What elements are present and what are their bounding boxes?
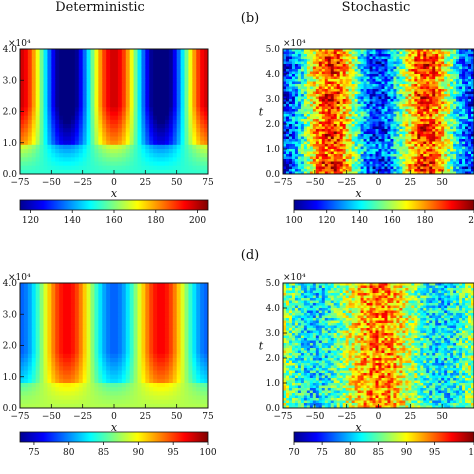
y-tick-label: 0.0 [3, 404, 18, 414]
y-tick-label: 1.0 [266, 379, 281, 389]
x-tick-label: 75 [202, 178, 214, 188]
y-tick-label: 4.0 [3, 45, 18, 55]
colorbar-tick-label: 200 [189, 216, 206, 226]
heatmap-cells [283, 49, 474, 174]
y-axis-label: t [259, 106, 264, 119]
colorbar-tick-label: 85 [373, 448, 385, 458]
y-axis-exponent: ×10⁴ [283, 273, 306, 283]
x-tick-label: −50 [42, 178, 61, 188]
heatmap-stochastic-top: −75 −50 −25 0 25 50 0.0 1.0 2.0 3.0 4.0 5.0×10⁴ x t 10… [259, 39, 474, 226]
colorbar [293, 199, 474, 211]
colorbar-tick-label: 95 [429, 448, 441, 458]
colorbar-tick-label: 70 [288, 448, 300, 458]
y-tick-label: 1.0 [266, 145, 281, 155]
y-tick-label: 5.0 [266, 279, 281, 289]
colorbar-tick-label: 95 [167, 448, 179, 458]
x-axis-label: x [111, 187, 118, 200]
y-tick-label: 0.0 [266, 404, 281, 414]
x-tick-label: 50 [436, 178, 448, 188]
colorbar-tick-label: 120 [22, 216, 39, 226]
y-axis-exponent: ×10⁴ [8, 39, 31, 49]
colorbar-tick-label: 100 [199, 448, 216, 458]
y-axis-exponent: ×10⁴ [283, 39, 306, 49]
colorbar-tick-label: 140 [351, 216, 368, 226]
colorbar-tick-label: 140 [64, 216, 81, 226]
heatmap-deterministic-bottom: −75 −50 −25 0 25 50 75 0.0 1.0 2.0 3.0 4.0×10⁴ x 75 80… [3, 273, 217, 458]
x-tick-label: −25 [73, 412, 92, 422]
x-tick-label: −25 [337, 178, 356, 188]
y-tick-label: 4.0 [3, 279, 18, 289]
y-tick-label: 3.0 [266, 329, 281, 339]
y-axis-exponent: ×10⁴ [8, 273, 31, 283]
colorbar-tick-label: 160 [384, 216, 401, 226]
x-tick-label: −25 [73, 178, 92, 188]
heatmap-cells [20, 49, 208, 174]
y-tick-label: 2.0 [3, 108, 18, 118]
x-tick-label: 50 [171, 178, 183, 188]
colorbar [19, 199, 209, 211]
x-tick-label: 0 [376, 412, 382, 422]
heatmap-stochastic-bottom: −75 −50 −25 0 25 50 0.0 1.0 2.0 3.0 4.0 5.0×10⁴ x t 70… [259, 273, 474, 458]
colorbar-tick-label: 85 [98, 448, 110, 458]
colorbar [19, 431, 209, 443]
x-tick-label: 25 [140, 412, 152, 422]
x-tick-label: 0 [111, 178, 117, 188]
y-tick-label: 5.0 [266, 45, 281, 55]
heatmap-cells [283, 283, 474, 408]
colorbar-tick-label: 180 [147, 216, 164, 226]
x-axis-label: x [111, 421, 118, 434]
colorbar-tick-label: 90 [401, 448, 413, 458]
colorbar-tick-label: 75 [28, 448, 40, 458]
colorbar [293, 431, 474, 443]
y-tick-label: 1.0 [3, 373, 18, 383]
y-tick-label: 4.0 [266, 70, 281, 80]
colorbar-tick-label: 180 [416, 216, 433, 226]
y-tick-label: 2.0 [266, 120, 281, 130]
x-tick-label: 50 [436, 412, 448, 422]
y-tick-label: 2.0 [3, 342, 18, 352]
panel-label-d: (d) [241, 248, 259, 263]
y-axis-label: t [259, 340, 264, 353]
x-axis-label: x [355, 421, 362, 434]
y-tick-label: 3.0 [266, 95, 281, 105]
x-tick-label: −50 [42, 412, 61, 422]
colorbar-tick-label: 90 [133, 448, 145, 458]
colorbar-tick-label: 100 [285, 216, 302, 226]
x-tick-label: 25 [405, 178, 417, 188]
x-tick-label: −75 [274, 412, 293, 422]
x-tick-label: 25 [140, 178, 152, 188]
y-tick-label: 4.0 [266, 304, 281, 314]
colorbar-tick-label: 1 [468, 448, 474, 458]
x-tick-label: 25 [405, 412, 417, 422]
x-tick-label: −75 [11, 412, 30, 422]
y-tick-label: 2.0 [266, 354, 281, 364]
x-axis-label: x [355, 187, 362, 200]
x-tick-label: 0 [111, 412, 117, 422]
y-tick-label: 0.0 [3, 170, 18, 180]
header-deterministic: Deterministic [55, 0, 145, 15]
heatmap-deterministic-top: −75 −50 −25 0 25 50 75 0.0 1.0 2.0 3.0 4.0×10⁴ x 120 1… [3, 39, 214, 226]
x-tick-label: −25 [337, 412, 356, 422]
colorbar-tick-label: 80 [345, 448, 357, 458]
y-tick-label: 1.0 [3, 139, 18, 149]
colorbar-tick-label: 80 [63, 448, 75, 458]
x-tick-label: 50 [171, 412, 183, 422]
x-tick-label: −50 [305, 178, 324, 188]
x-tick-label: 75 [202, 412, 214, 422]
x-tick-label: 0 [376, 178, 382, 188]
colorbar-tick-label: 160 [105, 216, 122, 226]
x-tick-label: −75 [11, 178, 30, 188]
x-tick-label: −75 [274, 178, 293, 188]
y-tick-label: 0.0 [266, 170, 281, 180]
colorbar-tick-label: 75 [316, 448, 328, 458]
panel-label-b: (b) [241, 11, 259, 26]
y-tick-label: 3.0 [3, 76, 18, 86]
heatmap-cells [20, 283, 208, 408]
header-stochastic: Stochastic [342, 0, 411, 15]
x-tick-label: −50 [305, 412, 324, 422]
colorbar-tick-label: 2 [468, 216, 474, 226]
y-tick-label: 3.0 [3, 310, 18, 320]
colorbar-tick-label: 120 [318, 216, 335, 226]
